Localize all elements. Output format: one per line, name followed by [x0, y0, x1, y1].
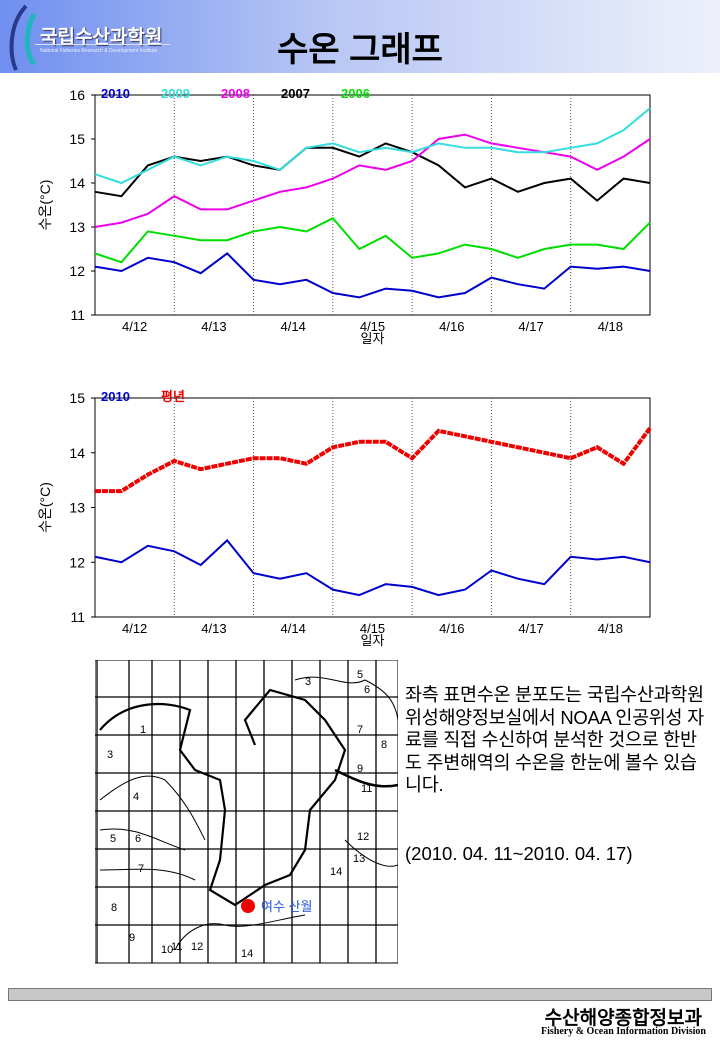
- series-line-2007: [94, 142, 651, 202]
- y-tick-label: 15: [69, 390, 85, 406]
- svg-text:1: 1: [140, 724, 146, 736]
- plot-frame: [94, 94, 651, 316]
- x-tick-label: 4/16: [439, 319, 464, 334]
- svg-text:10: 10: [161, 944, 173, 956]
- svg-text:12: 12: [191, 941, 203, 953]
- y-tick-label: 11: [70, 307, 85, 323]
- x-tick-label: 4/14: [281, 319, 306, 334]
- svg-text:8: 8: [381, 739, 387, 751]
- x-tick-label: 4/15: [360, 319, 385, 334]
- svg-text:12: 12: [357, 831, 369, 843]
- series-line-2009: [94, 107, 651, 185]
- svg-text:3: 3: [107, 749, 113, 761]
- footer-bar: [8, 988, 712, 1001]
- y-axis-label: 수온(°C): [37, 482, 53, 533]
- marker-label: 여수 산월: [261, 899, 312, 914]
- svg-text:14: 14: [330, 866, 342, 878]
- legend-2006: 2006: [341, 86, 370, 101]
- svg-text:9: 9: [129, 932, 135, 944]
- x-tick-label: 4/12: [122, 621, 147, 636]
- series-line-평년: [95, 426, 652, 494]
- svg-text:4: 4: [133, 791, 139, 803]
- logo-divider: [35, 44, 170, 45]
- svg-text:3: 3: [305, 676, 311, 688]
- y-tick-label: 14: [69, 175, 85, 191]
- y-tick-label: 13: [69, 219, 85, 235]
- svg-text:9: 9: [357, 763, 363, 775]
- y-axis-label: 수온(°C): [37, 180, 53, 231]
- series-line-2010: [94, 252, 651, 299]
- svg-text:11: 11: [171, 941, 182, 953]
- page-title: 수온 그래프: [277, 31, 443, 69]
- x-tick-label: 4/13: [201, 319, 226, 334]
- chart-all-years: 11 12 13 14 15 16 4/12 4/13 4/14 4/15 4/16 4/17 4/18…: [37, 86, 651, 346]
- svg-text:13: 13: [353, 853, 365, 865]
- y-tick-label: 13: [69, 500, 85, 516]
- header-banner: 국립수산과학원 National Fisheries Research & De…: [0, 0, 720, 73]
- y-tick-label: 16: [69, 87, 85, 103]
- svg-text:5: 5: [110, 833, 116, 845]
- footer-korean: 수산해양종합정보과: [544, 1008, 702, 1029]
- fish-logo-icon: [9, 4, 37, 71]
- logo-text: 국립수산과학원: [40, 27, 163, 48]
- svg-text:6: 6: [364, 684, 370, 696]
- y-tick-label: 12: [69, 554, 85, 570]
- footer-english: Fishery & Ocean Information Division: [541, 1026, 706, 1037]
- svg-text:7: 7: [138, 863, 144, 875]
- plot-frame: [94, 397, 651, 618]
- svg-text:6: 6: [135, 833, 141, 845]
- legend-2008: 2008: [221, 86, 250, 101]
- legend-2010: 2010: [101, 86, 130, 101]
- x-tick-label: 4/15: [360, 621, 385, 636]
- legend-평년: 평년: [161, 389, 185, 404]
- svg-text:5: 5: [357, 669, 363, 681]
- series-line-2006: [94, 216, 651, 264]
- legend-2010: 2010: [101, 389, 130, 404]
- location-marker-icon: [241, 899, 255, 913]
- series-line-2008: [94, 133, 651, 228]
- x-tick-label: 4/18: [598, 621, 623, 636]
- x-axis-label: 일자: [361, 331, 385, 346]
- logo-subtext: National Fisheries Research & Developmen…: [40, 48, 158, 54]
- svg-text:7: 7: [357, 724, 363, 736]
- y-tick-label: 14: [69, 445, 85, 461]
- description-period: (2010. 04. 11~2010. 04. 17): [405, 843, 633, 864]
- description-text: 좌측 표면수온 분포도는 국립수산과학원 위성해양정보실에서 NOAA 인공위성…: [405, 684, 704, 795]
- x-tick-label: 4/17: [518, 319, 543, 334]
- y-tick-label: 15: [69, 131, 85, 147]
- chart-2010-vs-normal: 11 12 13 14 15 4/12 4/13 4/14 4/15 4/16 4/17 4/18 일자…: [37, 389, 652, 648]
- x-tick-label: 4/13: [201, 621, 226, 636]
- y-tick-label: 12: [69, 263, 85, 279]
- series-line-2010: [94, 538, 651, 597]
- x-tick-label: 4/16: [439, 621, 464, 636]
- svg-text:11: 11: [361, 783, 372, 795]
- x-tick-label: 4/17: [518, 621, 543, 636]
- x-tick-label: 4/18: [598, 319, 623, 334]
- legend-2007: 2007: [281, 86, 310, 101]
- x-tick-label: 4/12: [122, 319, 147, 334]
- legend-2009: 2009: [161, 86, 190, 101]
- y-tick-label: 11: [70, 609, 85, 625]
- svg-text:14: 14: [241, 948, 253, 960]
- x-tick-label: 4/14: [281, 621, 306, 636]
- svg-text:8: 8: [111, 902, 117, 914]
- x-axis-label: 일자: [361, 633, 385, 648]
